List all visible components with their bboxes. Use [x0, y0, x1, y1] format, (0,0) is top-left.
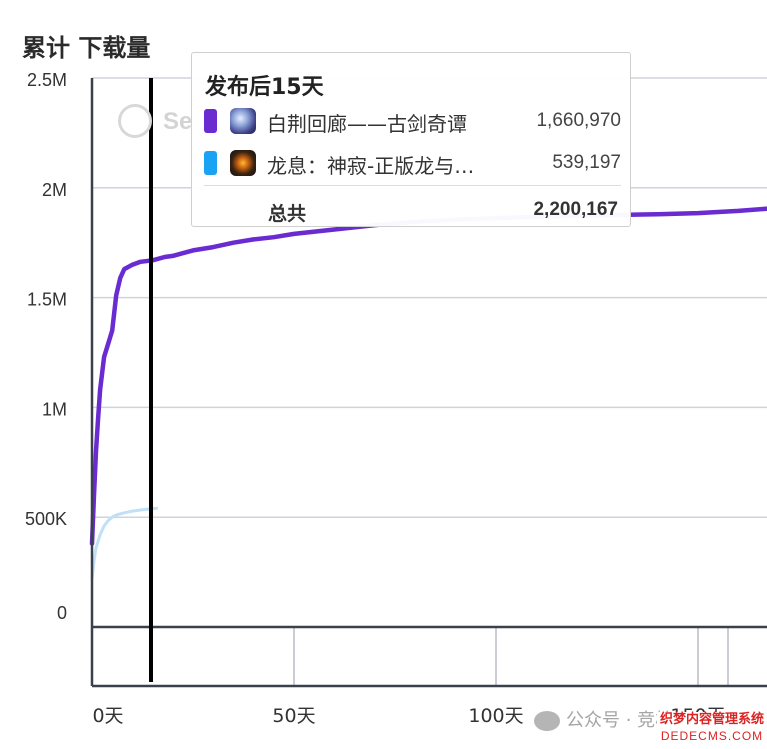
- tooltip-title: 发布后15天: [205, 75, 324, 100]
- tooltip-total-label: 总共: [268, 203, 307, 225]
- tooltip-series-value: 539,197: [552, 152, 621, 173]
- y-tick-label: 1M: [42, 399, 67, 419]
- y-tick-label: 2.5M: [27, 70, 67, 90]
- y-tick-label: 0: [57, 603, 67, 623]
- series-line[interactable]: [89, 206, 767, 546]
- app-icon: [230, 150, 256, 176]
- site-stamp-line1: 织梦内容管理系统: [659, 712, 764, 727]
- sensor-tower-logo-icon: [118, 104, 152, 138]
- x-tick-label: 50天: [272, 705, 315, 727]
- y-tick-label: 1.5M: [27, 290, 67, 310]
- series-color-swatch: [204, 109, 217, 133]
- x-tick-label: 0天: [92, 705, 123, 727]
- chart-title: 累计 下载量: [22, 34, 151, 62]
- wechat-icon: [534, 711, 560, 731]
- y-axis-ticks: 0 500K 1M 1.5M 2M 2.5M: [25, 70, 67, 623]
- tooltip-total-value: 2,200,167: [533, 199, 618, 220]
- tooltip-row: 龙息：神寂-正版龙与… 539,197: [204, 149, 621, 178]
- series-lines: [89, 206, 767, 581]
- tooltip-series-value: 1,660,970: [536, 110, 621, 131]
- tooltip-series-name: 白荆回廊——古剑奇谭: [267, 112, 467, 136]
- app-icon: [230, 108, 256, 134]
- chart-tooltip: 发布后15天 白荆回廊——古剑奇谭 1,660,970 龙息：神寂-正版龙与… …: [191, 52, 631, 227]
- vertical-gridlines: [293, 627, 729, 686]
- series-color-swatch: [204, 151, 217, 175]
- watermark-text: Se: [163, 108, 193, 135]
- tooltip-row: 白荆回廊——古剑奇谭 1,660,970: [204, 107, 621, 136]
- site-stamp: 织梦内容管理系统 DEDECMS.COM: [657, 712, 767, 748]
- y-tick-label: 500K: [25, 509, 67, 529]
- wechat-watermark: 公众号 · 竞核: [534, 706, 673, 732]
- x-tick-label: 100天: [468, 705, 523, 727]
- series-line[interactable]: [90, 506, 159, 581]
- tooltip-divider: [204, 185, 621, 186]
- site-stamp-line2: DEDECMS.COM: [660, 729, 764, 743]
- y-tick-label: 2M: [42, 180, 67, 200]
- wechat-watermark-text: 公众号 · 竞核: [566, 710, 674, 731]
- x-axis-ticks: 0天50天100天150天: [92, 705, 725, 727]
- tooltip-series-name: 龙息：神寂-正版龙与…: [267, 154, 475, 178]
